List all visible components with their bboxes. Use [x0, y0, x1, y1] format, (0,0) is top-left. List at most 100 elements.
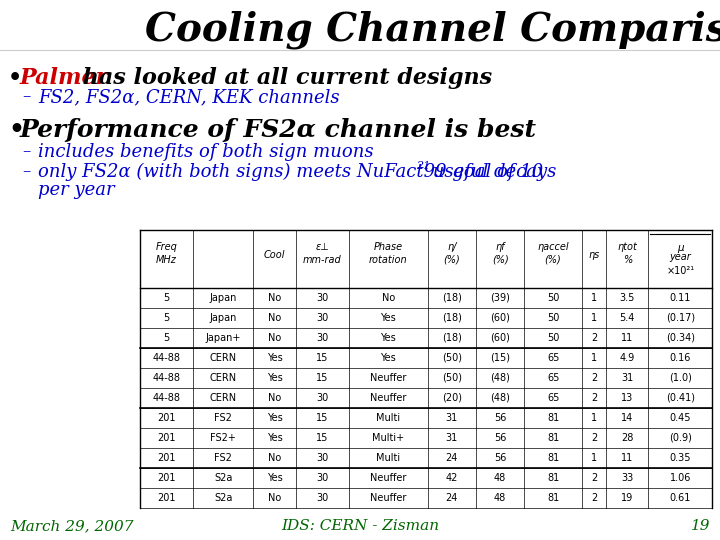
Text: FS2, FS2α, CERN, KEK channels: FS2, FS2α, CERN, KEK channels [38, 88, 340, 106]
Text: 15: 15 [316, 373, 328, 383]
Text: 1.06: 1.06 [670, 473, 691, 483]
Text: Yes: Yes [267, 353, 282, 363]
Text: 50: 50 [547, 293, 559, 303]
Text: mm-rad: mm-rad [303, 255, 342, 265]
Text: 30: 30 [316, 313, 328, 323]
Text: ηtot: ηtot [617, 242, 637, 252]
Text: –: – [22, 89, 30, 105]
Text: 31: 31 [621, 373, 634, 383]
Text: (60): (60) [490, 333, 510, 343]
Text: 5: 5 [163, 333, 170, 343]
Text: 56: 56 [494, 453, 506, 463]
Text: FS2: FS2 [215, 413, 232, 423]
Text: 81: 81 [547, 433, 559, 443]
Text: 44-88: 44-88 [153, 373, 181, 383]
Text: Neuffer: Neuffer [370, 473, 406, 483]
Text: S2a: S2a [214, 473, 233, 483]
Text: No: No [382, 293, 395, 303]
Text: 201: 201 [157, 413, 176, 423]
Text: 5: 5 [163, 293, 170, 303]
Text: No: No [268, 313, 282, 323]
Text: 13: 13 [621, 393, 634, 403]
Text: –: – [22, 164, 30, 180]
Text: Yes: Yes [267, 373, 282, 383]
Text: (%): (%) [444, 255, 460, 265]
Text: useful decays: useful decays [427, 163, 557, 181]
Text: (48): (48) [490, 393, 510, 403]
Text: Multi+: Multi+ [372, 433, 404, 443]
Text: η/: η/ [447, 242, 456, 252]
Text: has looked at all current designs: has looked at all current designs [75, 67, 492, 89]
Text: FS2+: FS2+ [210, 433, 236, 443]
Text: 5: 5 [163, 313, 170, 323]
Text: 31: 31 [446, 413, 458, 423]
Text: 15: 15 [316, 353, 328, 363]
Text: 5.4: 5.4 [620, 313, 635, 323]
Text: 19: 19 [621, 493, 634, 503]
Text: Neuffer: Neuffer [370, 393, 406, 403]
Text: 11: 11 [621, 453, 634, 463]
Text: No: No [268, 493, 282, 503]
Text: 4.9: 4.9 [620, 353, 635, 363]
Text: (60): (60) [490, 313, 510, 323]
Text: •: • [8, 118, 24, 142]
Text: 81: 81 [547, 473, 559, 483]
Text: 0.45: 0.45 [670, 413, 691, 423]
Text: 0.35: 0.35 [670, 453, 691, 463]
Text: 201: 201 [157, 453, 176, 463]
Text: 14: 14 [621, 413, 634, 423]
Text: 81: 81 [547, 493, 559, 503]
Text: No: No [268, 293, 282, 303]
Text: 44-88: 44-88 [153, 393, 181, 403]
Text: MHz: MHz [156, 255, 177, 265]
Text: ηf: ηf [495, 242, 505, 252]
Text: 48: 48 [494, 493, 506, 503]
Text: 31: 31 [446, 433, 458, 443]
Text: CERN: CERN [210, 353, 237, 363]
Text: Performance of FS2α channel is best: Performance of FS2α channel is best [20, 118, 537, 142]
Text: 56: 56 [494, 413, 506, 423]
Text: 30: 30 [316, 293, 328, 303]
Text: 1: 1 [591, 353, 597, 363]
Text: 24: 24 [446, 453, 458, 463]
Text: Neuffer: Neuffer [370, 493, 406, 503]
Text: FS2: FS2 [215, 453, 232, 463]
Text: Cool: Cool [264, 250, 285, 260]
Text: No: No [268, 393, 282, 403]
Text: 2: 2 [591, 433, 597, 443]
Text: (1.0): (1.0) [669, 373, 692, 383]
Text: 2: 2 [591, 373, 597, 383]
Text: 42: 42 [446, 473, 458, 483]
Text: (39): (39) [490, 293, 510, 303]
Text: 1: 1 [591, 453, 597, 463]
Text: 19: 19 [690, 519, 710, 533]
Text: 0.16: 0.16 [670, 353, 691, 363]
Text: (48): (48) [490, 373, 510, 383]
Text: CERN: CERN [210, 393, 237, 403]
Text: ε⊥: ε⊥ [315, 242, 329, 252]
Text: Yes: Yes [267, 413, 282, 423]
Text: Multi: Multi [376, 413, 400, 423]
Text: rotation: rotation [369, 255, 408, 265]
Text: No: No [268, 453, 282, 463]
Text: Yes: Yes [380, 313, 396, 323]
Text: (20): (20) [442, 393, 462, 403]
Text: (18): (18) [442, 333, 462, 343]
Text: Multi: Multi [376, 453, 400, 463]
Text: Yes: Yes [380, 353, 396, 363]
Text: 65: 65 [547, 353, 559, 363]
Text: (15): (15) [490, 353, 510, 363]
Text: 0.11: 0.11 [670, 293, 691, 303]
Text: March 29, 2007: March 29, 2007 [10, 519, 133, 533]
Text: %: % [623, 255, 632, 265]
Text: 65: 65 [547, 393, 559, 403]
Text: 201: 201 [157, 493, 176, 503]
Text: (0.34): (0.34) [666, 333, 695, 343]
Text: 30: 30 [316, 393, 328, 403]
Text: 0.61: 0.61 [670, 493, 691, 503]
Text: 1: 1 [591, 413, 597, 423]
Text: (0.41): (0.41) [666, 393, 695, 403]
Text: 11: 11 [621, 333, 634, 343]
Text: IDS: CERN - Zisman: IDS: CERN - Zisman [281, 519, 439, 533]
Text: 30: 30 [316, 493, 328, 503]
